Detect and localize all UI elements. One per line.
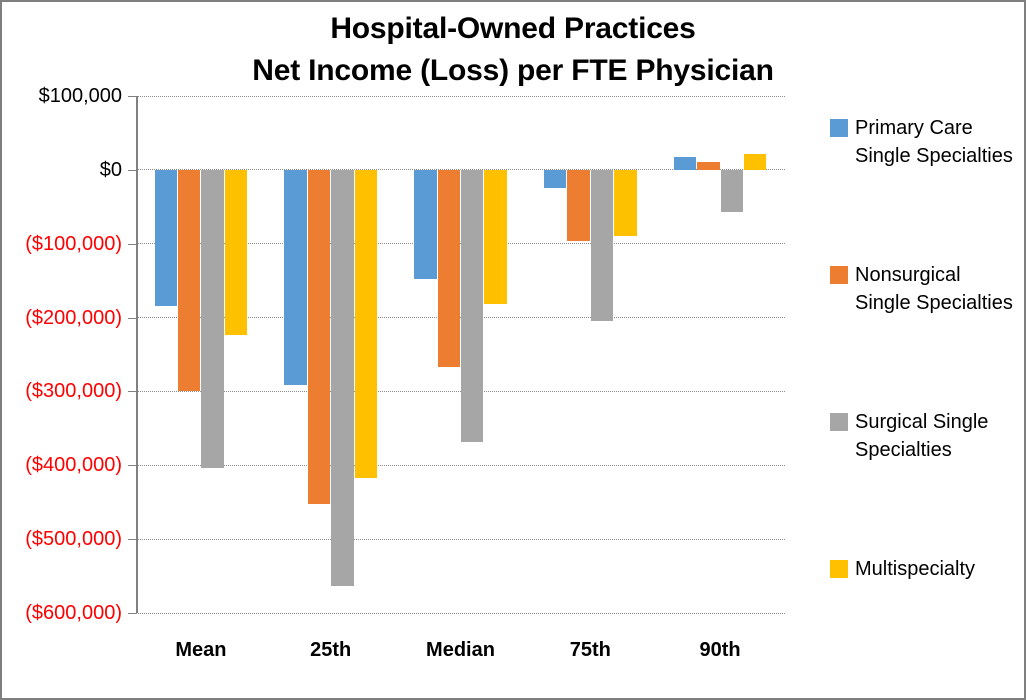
legend-label-primary-care: Primary Care Single Specialties <box>855 117 1013 167</box>
chart-title: Hospital-Owned Practices Net Income (Los… <box>2 8 1024 92</box>
gridline-100-000 <box>136 243 785 245</box>
primary-care-single-specialties-bar-mean <box>154 169 178 307</box>
gridline-600-000 <box>136 612 785 614</box>
primary-care-single-specialties-bar-90th <box>673 157 697 170</box>
legend-label-nonsurgical: Nonsurgical Single Specialties <box>855 264 1013 314</box>
legend-swatch-primary-care <box>830 119 848 137</box>
gridline-100-000 <box>136 95 785 97</box>
nonsurgical-single-specialties-bar-25th <box>307 169 331 505</box>
legend-label-multispecialty: Multispecialty <box>855 558 976 580</box>
legend-label-surgical: Surgical Single Specialties <box>855 411 989 461</box>
surgical-single-specialties-bar-mean <box>201 169 224 469</box>
y-axis-tick <box>128 613 136 614</box>
surgical-single-specialties-bar-median <box>460 169 484 442</box>
x-axis-label-75th: 75th <box>569 639 611 661</box>
y-axis-tick <box>128 465 136 467</box>
legend-swatch-nonsurgical <box>830 266 848 284</box>
x-axis-label-mean: Mean <box>175 639 227 661</box>
chart-title-line-2: Net Income (Loss) per FTE Physician <box>252 54 774 87</box>
gridline-300-000 <box>136 390 785 392</box>
primary-care-single-specialties-bar-25th <box>284 169 307 385</box>
y-axis-tick <box>128 317 136 319</box>
y-axis-tick <box>128 96 136 97</box>
multispecialty-bar-median <box>484 169 507 305</box>
gridline-200-000 <box>136 317 785 319</box>
surgical-single-specialties-bar-25th <box>331 169 354 586</box>
y-axis-line <box>136 96 138 613</box>
legend-item-primary-care: Primary Care Single Specialties <box>830 114 1013 170</box>
x-axis-label-median: Median <box>426 639 495 661</box>
legend-swatch-multispecialty <box>830 560 848 578</box>
legend-item-surgical: Surgical Single Specialties <box>830 408 1013 464</box>
legend-item-nonsurgical: Nonsurgical Single Specialties <box>830 261 1013 317</box>
y-axis-label: ($300,000) <box>25 380 122 403</box>
legend-item-multispecialty: Multispecialty <box>830 555 1013 583</box>
x-axis-label-25th: 25th <box>310 639 352 661</box>
surgical-single-specialties-bar-75th <box>590 169 614 321</box>
primary-care-single-specialties-bar-median <box>414 169 437 280</box>
y-axis-label: ($100,000) <box>25 232 122 255</box>
gridline-400-000 <box>136 464 785 466</box>
y-axis-tick <box>128 539 136 541</box>
nonsurgical-single-specialties-bar-mean <box>177 169 201 392</box>
chart-title-line-1: Hospital-Owned Practices <box>330 12 696 45</box>
y-axis-label: ($600,000) <box>25 602 122 624</box>
y-axis-label: ($200,000) <box>25 306 122 329</box>
legend: Primary Care Single Specialties Nonsurgi… <box>830 2 1020 698</box>
x-axis-label-90th: 90th <box>699 639 741 661</box>
multispecialty-bar-75th <box>614 169 637 236</box>
y-axis-tick <box>128 169 136 171</box>
gridline-0 <box>136 169 785 171</box>
surgical-single-specialties-bar-90th <box>720 169 744 212</box>
nonsurgical-single-specialties-bar-90th <box>697 162 720 170</box>
multispecialty-bar-mean <box>224 169 248 335</box>
gridline-500-000 <box>136 538 785 540</box>
primary-care-single-specialties-bar-75th <box>543 169 567 189</box>
y-axis-tick <box>128 391 136 393</box>
nonsurgical-single-specialties-bar-median <box>437 169 461 368</box>
y-axis-label: $100,000 <box>38 85 122 107</box>
multispecialty-bar-90th <box>743 153 767 170</box>
legend-swatch-surgical <box>830 413 848 431</box>
y-axis-tick <box>128 243 136 245</box>
y-axis-label: ($400,000) <box>25 454 122 477</box>
multispecialty-bar-25th <box>354 169 378 478</box>
y-axis-label: $0 <box>99 158 122 181</box>
nonsurgical-single-specialties-bar-75th <box>567 169 590 242</box>
y-axis-label: ($500,000) <box>25 528 122 551</box>
